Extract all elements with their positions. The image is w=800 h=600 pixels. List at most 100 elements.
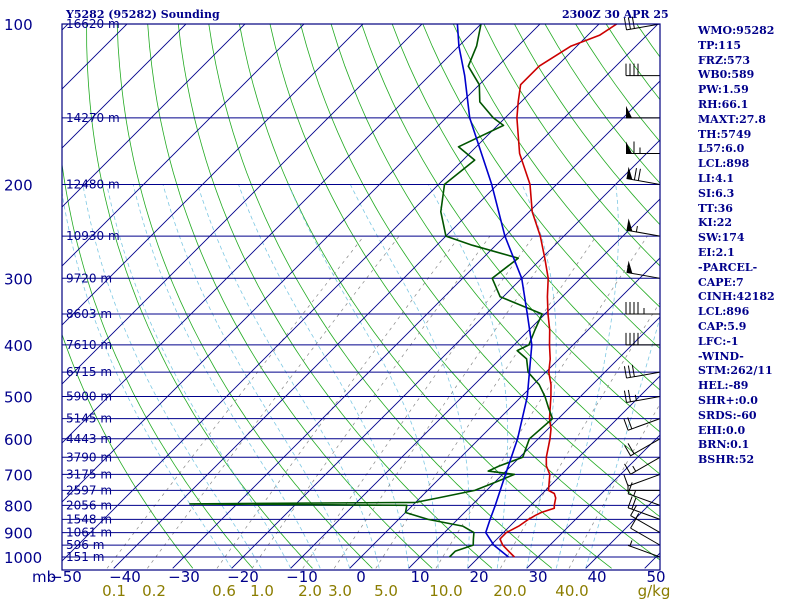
pressure-tick-label: 700 xyxy=(4,466,33,484)
isotherm xyxy=(172,80,660,569)
moist-adiabat xyxy=(555,184,619,569)
parcel-line xyxy=(456,24,533,558)
wind-barb xyxy=(623,389,661,403)
temperature-tick-label: −10 xyxy=(286,568,318,586)
wind-barb xyxy=(627,482,661,506)
stat-item: LI:4.1 xyxy=(698,171,735,185)
wind-barb xyxy=(630,504,661,534)
wind-barb-shaft xyxy=(627,473,661,487)
mixing-ratio-label: 0.2 xyxy=(142,582,166,600)
wind-barb-pennant xyxy=(626,105,632,118)
moist-adiabat xyxy=(132,184,321,569)
stat-item: -PARCEL- xyxy=(698,260,758,274)
wind-barb-pennant xyxy=(626,260,633,274)
wind-barb xyxy=(626,218,661,237)
mixing-ratio-line xyxy=(435,235,648,569)
mixing-ratio-label: 10.0 xyxy=(429,582,462,600)
wind-barb-full xyxy=(631,497,637,510)
wind-barb-full xyxy=(633,168,637,181)
isotherm xyxy=(349,257,660,569)
height-label: 6715 m xyxy=(66,365,112,379)
height-label: 1061 m xyxy=(66,526,112,540)
wind-barb-shaft xyxy=(630,527,661,546)
wind-barb-pennant xyxy=(626,166,633,180)
isotherm xyxy=(526,434,660,569)
wind-barb-shaft xyxy=(630,515,661,534)
temperature-tick-label: 20 xyxy=(469,568,488,586)
wind-barb-shaft xyxy=(626,229,661,237)
height-label: 16620 m xyxy=(66,17,120,31)
wind-barb-full xyxy=(631,364,635,377)
stat-item: STM:262/11 xyxy=(698,364,773,378)
wind-barb-shaft xyxy=(626,178,661,185)
isotherm xyxy=(62,24,187,149)
temperature-tick-label: −40 xyxy=(109,568,141,586)
wind-barb xyxy=(624,438,661,457)
wind-barb xyxy=(624,456,661,475)
stat-item: SRDS:-60 xyxy=(698,408,757,422)
stat-item: TH:5749 xyxy=(698,127,752,141)
isotherm xyxy=(113,24,659,569)
pressure-tick-label: 1000 xyxy=(4,549,42,567)
moist-adiabat xyxy=(62,190,233,569)
wind-barb xyxy=(626,166,661,185)
moist-adiabat xyxy=(106,184,292,569)
temperature-tick-label: −50 xyxy=(50,568,82,586)
temperature-tick-label: −30 xyxy=(168,568,200,586)
dewpoint-line xyxy=(189,24,554,558)
height-label: 2056 m xyxy=(66,498,112,512)
height-label: 5900 m xyxy=(66,390,112,404)
stat-item: SI:6.3 xyxy=(698,186,735,200)
height-label: 7610 m xyxy=(66,338,112,352)
wind-barb-full xyxy=(630,517,637,529)
wind-barb-full xyxy=(637,168,641,181)
mixing-ratio-line xyxy=(216,235,460,569)
wind-barb-full xyxy=(631,16,635,29)
wind-barb-full xyxy=(624,463,631,475)
pressure-tick-label: 600 xyxy=(4,431,33,449)
pressure-tick-label: 100 xyxy=(4,16,33,34)
pressure-tick-label: 400 xyxy=(4,337,33,355)
mixing-ratio-line xyxy=(375,235,597,569)
isotherm xyxy=(231,139,660,569)
moist-adiabat xyxy=(521,184,557,569)
wind-barb-shaft xyxy=(626,396,661,403)
wind-barb-shaft xyxy=(630,438,661,457)
stat-item: SHR+:0.0 xyxy=(698,393,758,407)
moist-adiabat xyxy=(82,184,262,569)
mixing-ratio-label: 1.0 xyxy=(250,582,274,600)
moist-adiabat xyxy=(349,184,470,569)
stat-item: MAXT:27.8 xyxy=(698,112,766,126)
wind-barb xyxy=(625,301,660,315)
wind-barb-full xyxy=(627,365,631,378)
height-label: 2597 m xyxy=(66,483,112,497)
moist-adiabat xyxy=(287,184,439,569)
x-axis-label: mb xyxy=(32,568,56,586)
wind-barb-full xyxy=(623,366,628,379)
plot-frame xyxy=(61,23,661,571)
wind-barb xyxy=(630,517,661,546)
height-label: 4443 m xyxy=(66,432,112,446)
wind-barb-half xyxy=(635,225,638,233)
temperature-tick-label: 10 xyxy=(410,568,429,586)
stat-item: SW:174 xyxy=(698,231,745,245)
wind-barb xyxy=(626,260,661,279)
height-label: 5145 m xyxy=(66,412,112,426)
stat-item: TP:115 xyxy=(698,38,742,52)
wind-barb xyxy=(626,105,660,119)
temperature-tick-label: 40 xyxy=(587,568,606,586)
isotherm xyxy=(62,24,541,503)
pressure-tick-label: 300 xyxy=(4,270,33,288)
mixing-ratio-label: 20.0 xyxy=(493,582,526,600)
stat-item: WMO:95282 xyxy=(698,24,775,37)
stat-item: CAPE:7 xyxy=(698,275,744,289)
wind-barb-full xyxy=(624,445,631,457)
isotherm xyxy=(62,24,423,385)
moist-adiabat xyxy=(238,184,410,569)
moist-adiabat xyxy=(585,316,660,569)
wind-barb-full xyxy=(630,504,637,516)
wind-barb-half xyxy=(634,394,637,401)
wind-barb-full xyxy=(627,496,633,508)
pressure-tick-label: 800 xyxy=(4,497,33,515)
